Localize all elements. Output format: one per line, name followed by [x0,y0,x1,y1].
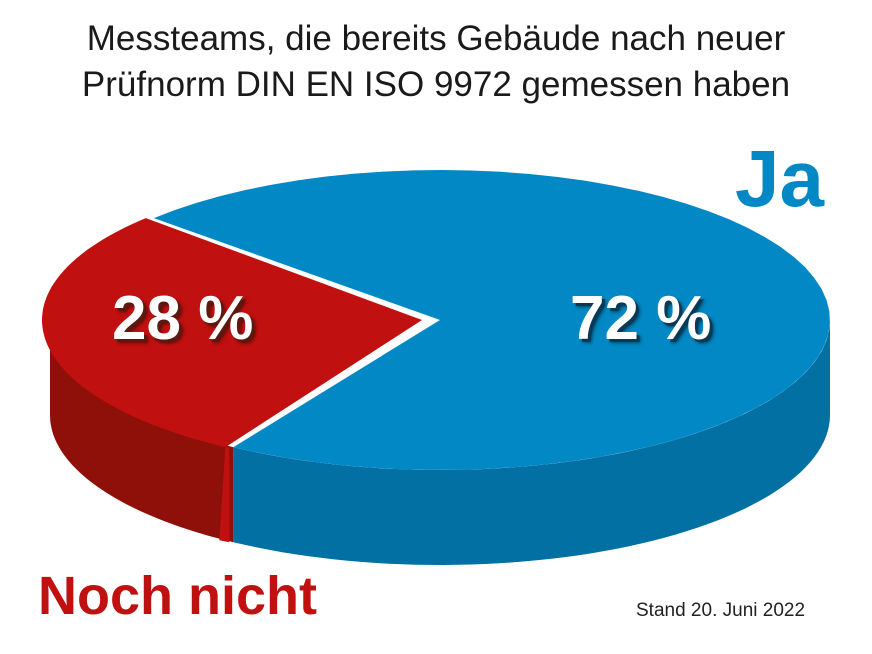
chart-title-line-2: Prüfnorm DIN EN ISO 9972 gemessen haben [81,65,791,104]
chart-title-line-1: Messteams, die bereits Gebäude nach neue… [86,19,786,58]
slice-noch-nicht [42,218,422,448]
chart-title: Messteams, die bereits Gebäude nach neue… [0,16,872,108]
legend-label-ja: Ja [735,134,824,223]
footnote-date: Stand 20. Juni 2022 [636,600,806,621]
slice-label-noch-nicht-value: 28 % [112,284,254,353]
slice-cut-face-noch-nicht [219,447,230,543]
slice-ja [153,170,830,470]
legend-label-noch-nicht: Noch nicht [38,566,317,626]
slice-side-noch-nicht [50,320,234,543]
slice-side-ja [233,320,831,565]
slice-label-ja-value: 72 % [570,284,712,353]
